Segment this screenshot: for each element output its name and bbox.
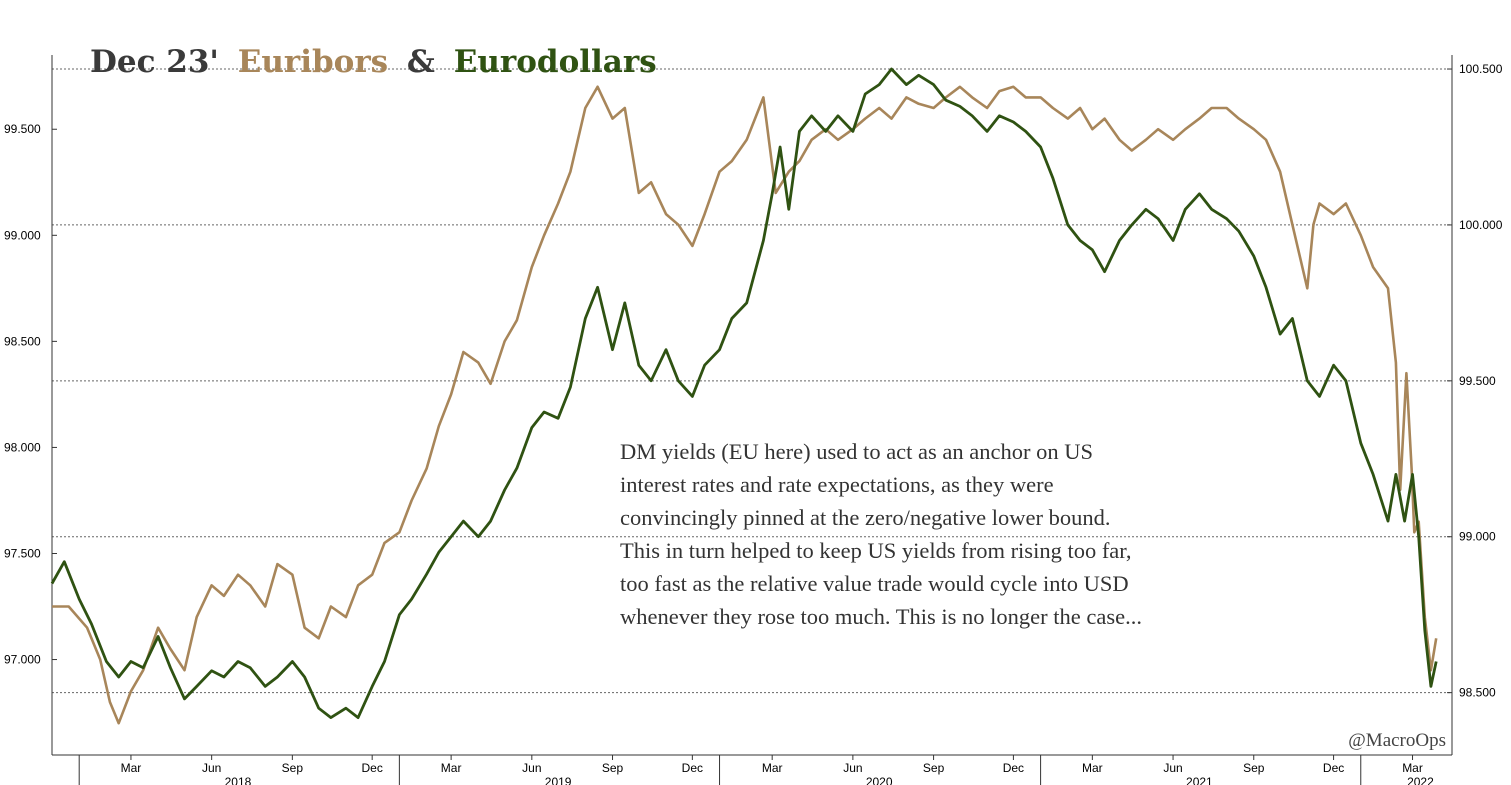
annotation-line: too fast as the relative value trade wou… <box>620 571 1129 596</box>
annotation-line: This in turn helped to keep US yields fr… <box>620 538 1132 563</box>
left-tick-label: 97.500 <box>4 546 41 560</box>
annotation-line: convincingly pinned at the zero/negative… <box>620 505 1110 530</box>
gridlines <box>52 68 1452 694</box>
x-axis-ticks: Mar Jun Sep Dec Mar Jun Sep Dec Mar Jun Sep Dec Mar J… <box>78 755 1434 785</box>
year-tick-label: 2022 <box>1407 775 1434 785</box>
month-tick-label: Jun <box>522 761 541 775</box>
month-tick-label: Mar <box>1082 761 1103 775</box>
euribor-line <box>52 85 1438 725</box>
month-tick-label: Dec <box>1323 761 1344 775</box>
left-tick-label: 99.500 <box>4 122 41 136</box>
right-tick-label: 98.500 <box>1459 686 1496 700</box>
right-tick-label: 99.500 <box>1459 374 1496 388</box>
annotation-text: DM yields (EU here) used to act as an an… <box>620 439 1142 629</box>
axes <box>51 55 1453 756</box>
title-prefix: Dec 23' <box>90 44 219 80</box>
annotation-line: DM yields (EU here) used to act as an an… <box>620 439 1093 464</box>
month-tick-label: Mar <box>762 761 783 775</box>
left-tick-label: 97.000 <box>4 653 41 667</box>
month-tick-label: Dec <box>362 761 383 775</box>
month-tick-label: Dec <box>1003 761 1024 775</box>
annotation-line: interest rates and rate expectations, as… <box>620 472 1054 497</box>
month-tick-label: Mar <box>121 761 142 775</box>
year-tick-label: 2019 <box>545 775 572 785</box>
month-tick-label: Mar <box>1402 761 1423 775</box>
right-tick-label: 100.000 <box>1459 218 1503 232</box>
right-axis-ticks: 98.500 99.000 99.500 100.000 100.500 <box>1447 62 1503 700</box>
month-tick-label: Sep <box>602 761 624 775</box>
annotation-line: whenever they rose too much. This is no … <box>620 604 1142 629</box>
right-tick-label: 99.000 <box>1459 530 1496 544</box>
title-euribors: Euribors <box>238 44 388 80</box>
month-tick-label: Jun <box>1163 761 1182 775</box>
month-tick-label: Sep <box>1243 761 1265 775</box>
title-eurodollars: Eurodollars <box>454 44 657 80</box>
left-tick-label: 99.000 <box>4 228 41 242</box>
month-tick-label: Sep <box>923 761 945 775</box>
month-tick-label: Jun <box>202 761 221 775</box>
eurodollar-line <box>50 67 1438 719</box>
month-tick-label: Sep <box>282 761 304 775</box>
month-tick-label: Dec <box>682 761 703 775</box>
month-tick-label: Jun <box>843 761 862 775</box>
credit-label: @MacroOps <box>1348 730 1446 751</box>
month-tick-label: Mar <box>441 761 462 775</box>
year-tick-label: 2021 <box>1186 775 1213 785</box>
title-ampersand: & <box>407 44 435 80</box>
year-tick-label: 2018 <box>225 775 252 785</box>
right-tick-label: 100.500 <box>1459 62 1503 76</box>
chart-title: Dec 23' Euribors & Eurodollars <box>90 44 657 80</box>
series-lines <box>50 67 1438 725</box>
left-tick-label: 98.000 <box>4 440 41 454</box>
left-axis-ticks: 97.000 97.500 98.000 98.500 99.000 99.500 <box>4 122 57 667</box>
left-tick-label: 98.500 <box>4 334 41 348</box>
year-tick-label: 2020 <box>866 775 893 785</box>
